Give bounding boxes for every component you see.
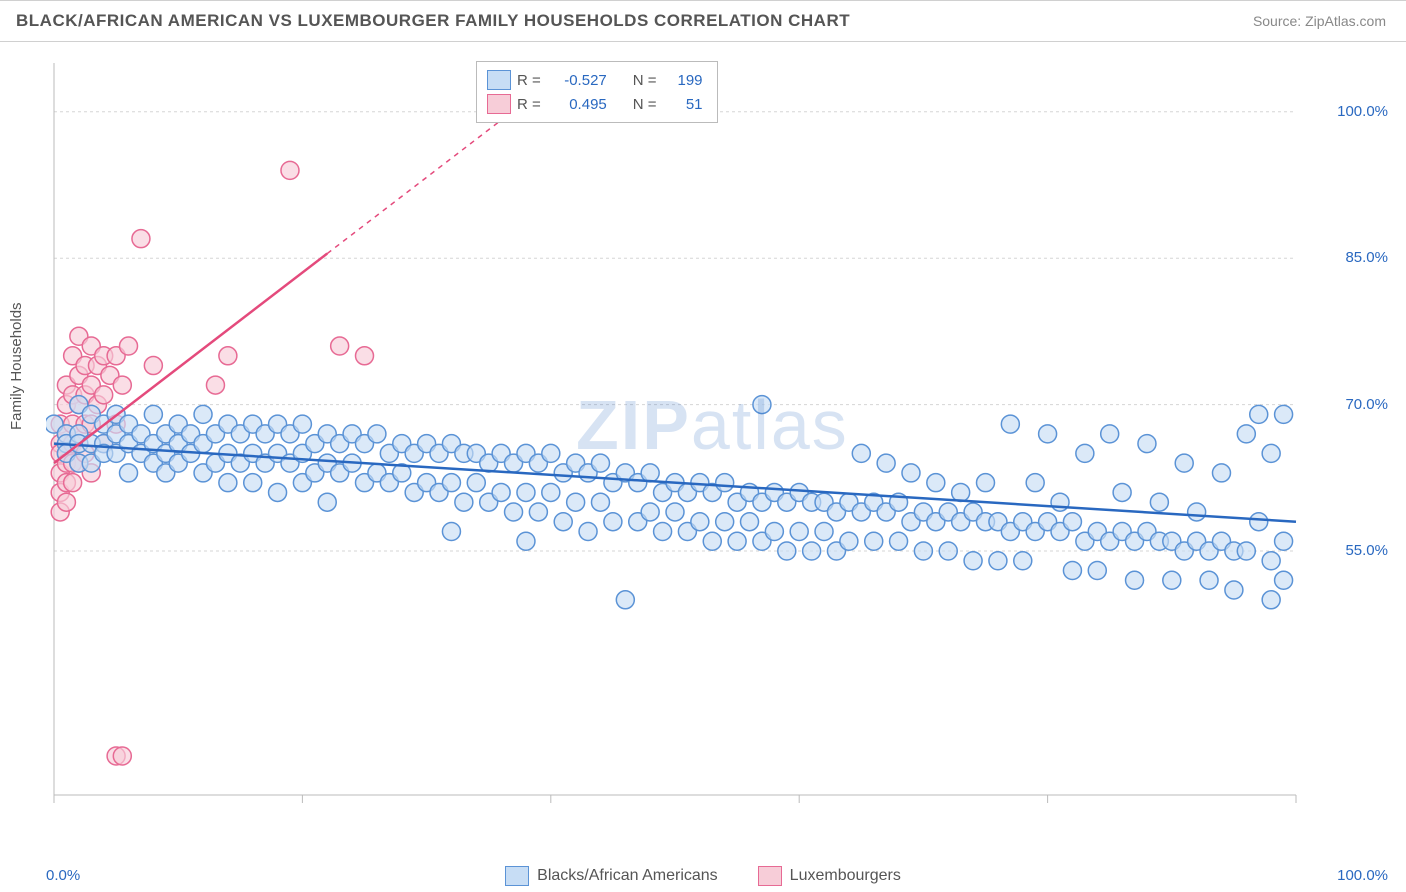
chart-header: BLACK/AFRICAN AMERICAN VS LUXEMBOURGER F… (0, 0, 1406, 42)
legend-swatch-bottom-2 (758, 866, 782, 886)
r-value-1: -0.527 (547, 72, 607, 89)
r-label: R = (517, 96, 541, 113)
r-label: R = (517, 72, 541, 89)
watermark-bold: ZIP (576, 386, 691, 464)
x-tick-max: 100.0% (1337, 867, 1388, 884)
legend-item-1[interactable]: Blacks/African Americans (505, 866, 718, 886)
legend-row-series2: R = 0.495 N = 51 (487, 92, 703, 116)
n-label: N = (633, 96, 657, 113)
source-link[interactable]: ZipAtlas.com (1305, 13, 1386, 29)
y-axis-label: Family Households (8, 302, 25, 430)
scatter-plot: ZIPatlas R = -0.527 N = 199 R = 0.495 N … (46, 55, 1346, 825)
legend-label-2: Luxembourgers (790, 867, 901, 885)
watermark-light: atlas (691, 386, 849, 464)
y-tick-label: 100.0% (1337, 103, 1388, 120)
legend-item-2[interactable]: Luxembourgers (758, 866, 901, 886)
y-tick-label: 70.0% (1345, 396, 1388, 413)
y-tick-label: 55.0% (1345, 542, 1388, 559)
legend-swatch-1 (487, 70, 511, 90)
n-label: N = (633, 72, 657, 89)
n-value-2: 51 (663, 96, 703, 113)
legend-row-series1: R = -0.527 N = 199 (487, 68, 703, 92)
source-attribution: Source: ZipAtlas.com (1253, 13, 1386, 29)
stats-legend: R = -0.527 N = 199 R = 0.495 N = 51 (476, 61, 718, 123)
chart-title: BLACK/AFRICAN AMERICAN VS LUXEMBOURGER F… (16, 11, 850, 31)
y-tick-label: 85.0% (1345, 249, 1388, 266)
n-value-1: 199 (663, 72, 703, 89)
watermark: ZIPatlas (576, 385, 849, 465)
bottom-legend: Blacks/African Americans Luxembourgers (0, 866, 1406, 886)
legend-swatch-bottom-1 (505, 866, 529, 886)
legend-swatch-2 (487, 94, 511, 114)
legend-label-1: Blacks/African Americans (537, 867, 718, 885)
source-prefix: Source: (1253, 13, 1305, 29)
x-tick-min: 0.0% (46, 867, 80, 884)
r-value-2: 0.495 (547, 96, 607, 113)
